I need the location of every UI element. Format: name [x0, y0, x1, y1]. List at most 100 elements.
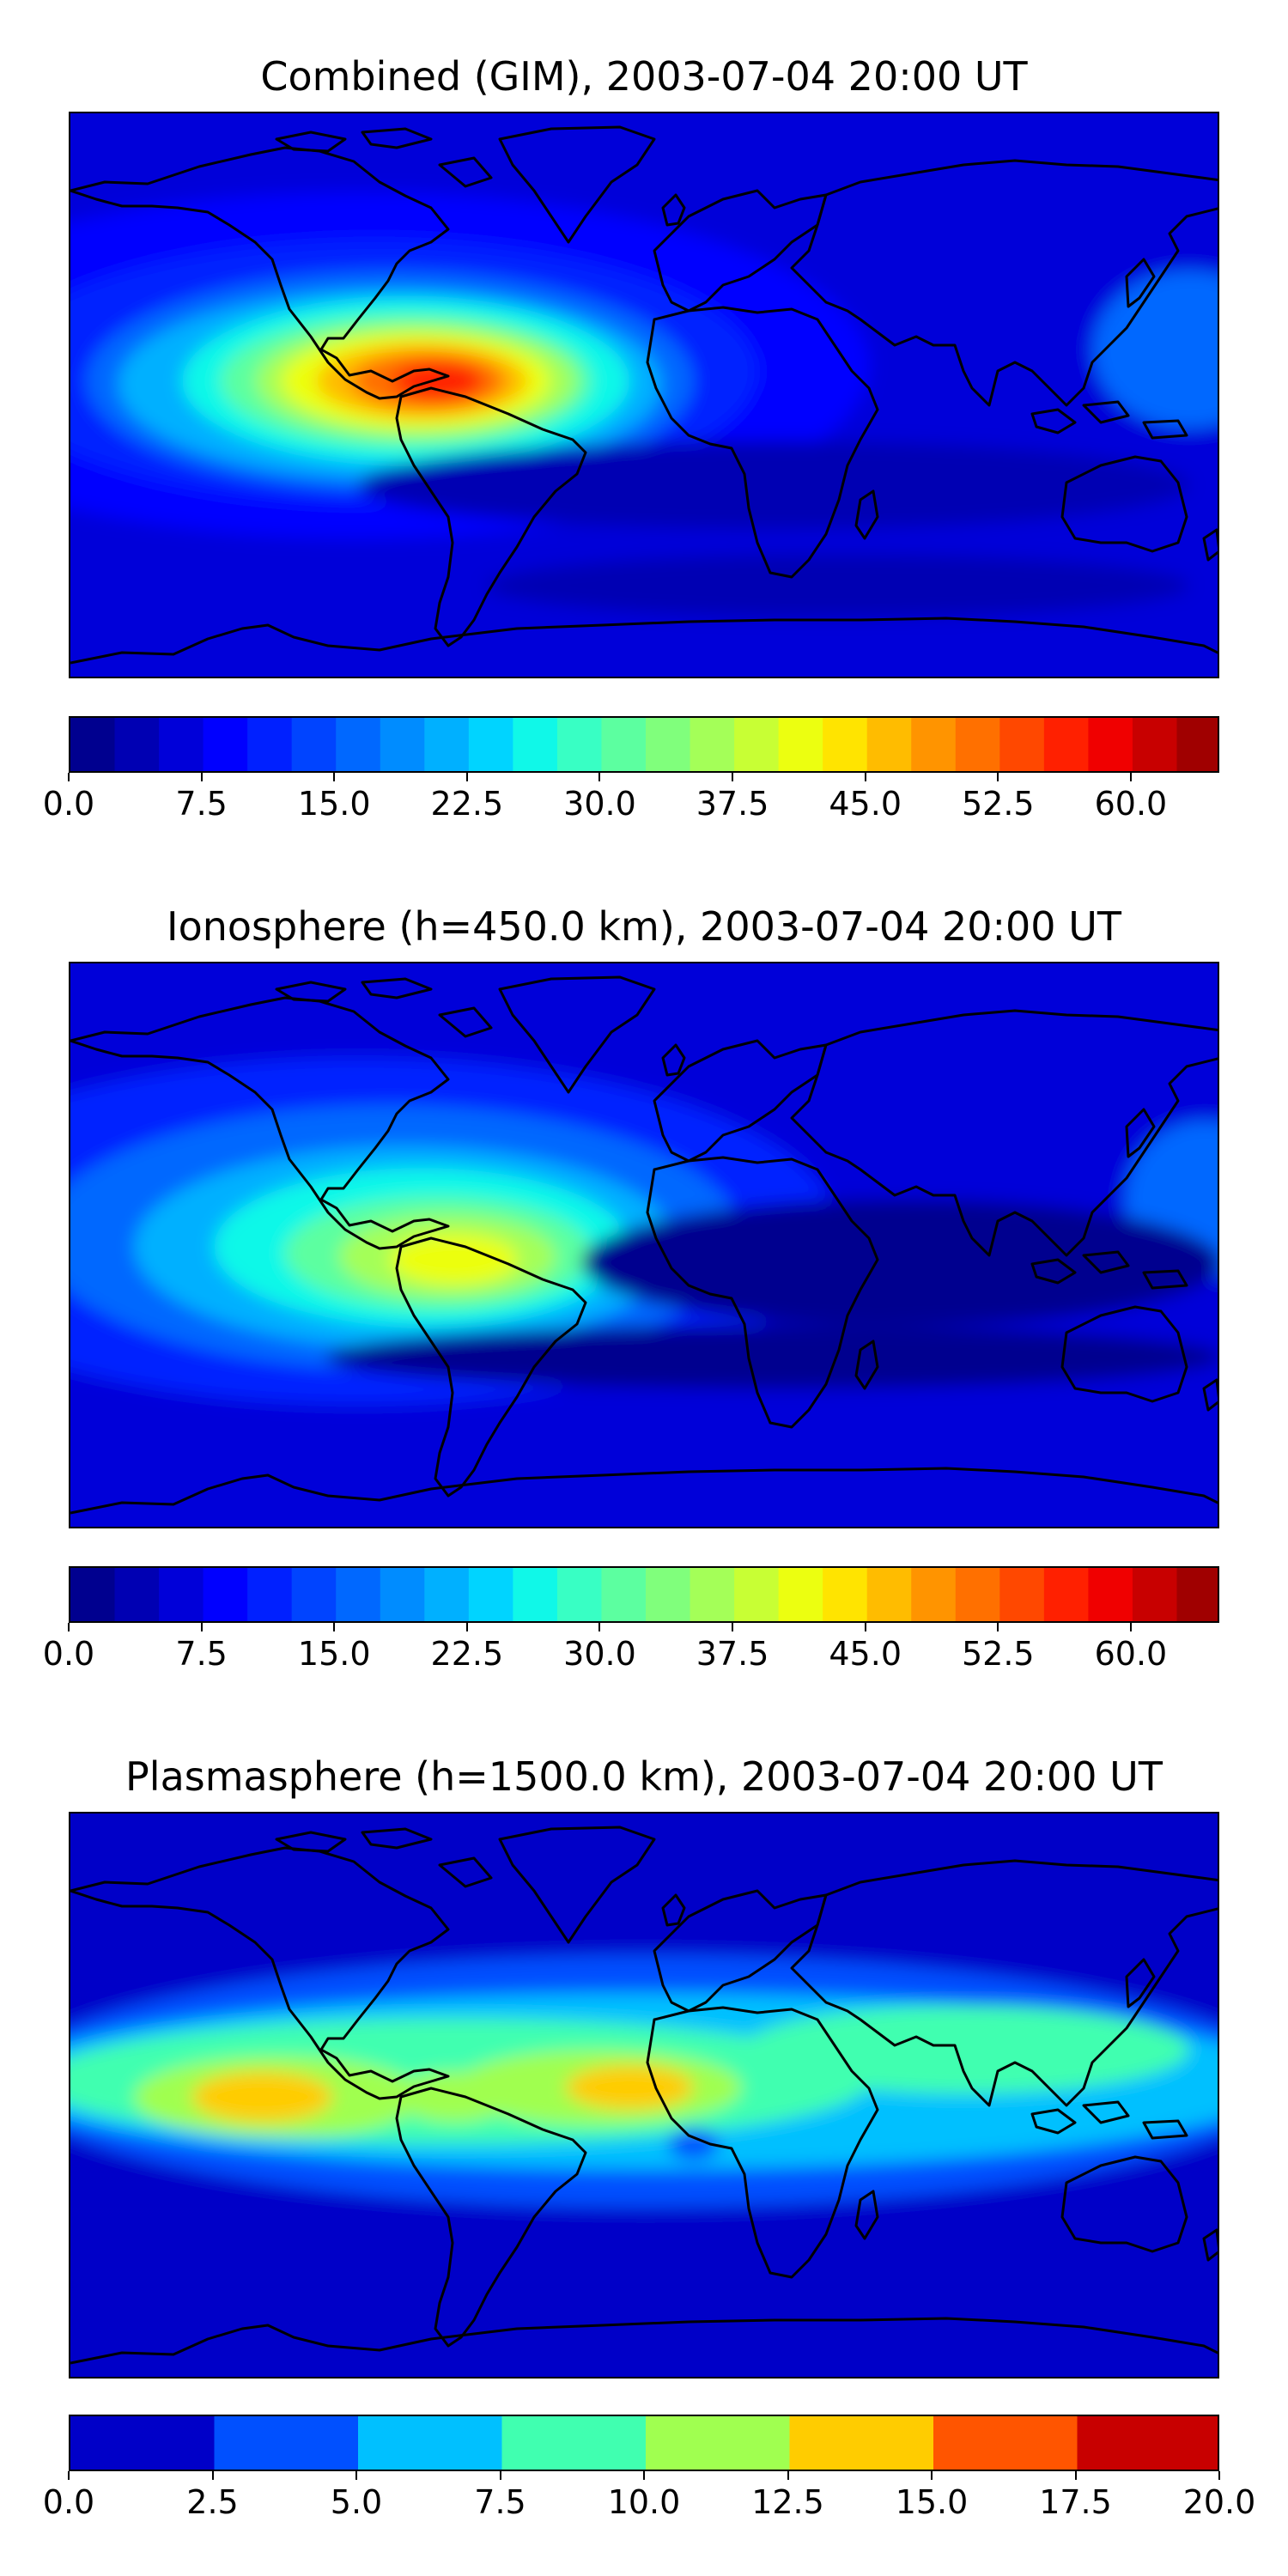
field-contour: [390, 1234, 519, 1285]
colorbar-tick: [355, 2471, 357, 2480]
colorbar-tick-label: 15.0: [297, 1635, 371, 1673]
field-contour: [191, 2071, 333, 2123]
colorbar-swatch: [999, 1568, 1045, 1621]
colorbar-tick: [864, 1623, 866, 1631]
heatmap-combined: [70, 113, 1218, 677]
colorbar-tick: [598, 773, 601, 781]
colorbar-tick-label: 30.0: [563, 1635, 636, 1673]
colorbar-tick: [68, 2471, 70, 2480]
colorbar-tick-label: 0.0: [42, 1635, 95, 1673]
colorbar-swatch: [866, 1568, 912, 1621]
colorbar-swatch: [114, 1568, 160, 1621]
colorbar-tick-label: 30.0: [563, 785, 636, 823]
colorbar-tick-label: 7.5: [175, 1635, 228, 1673]
colorbar-swatch: [247, 1568, 293, 1621]
colorbar-tick-label: 7.5: [175, 785, 228, 823]
colorbar-swatch: [556, 1568, 602, 1621]
field-contour: [1093, 270, 1218, 428]
colorbar-swatch: [513, 1568, 558, 1621]
field-contour: [396, 2071, 512, 2123]
colorbar-swatch: [159, 1568, 204, 1621]
colorbar-swatch: [1043, 1568, 1089, 1621]
colorbar-tick: [931, 2471, 933, 2480]
colorbar-tick: [499, 2471, 501, 2480]
colorbar-swatch: [955, 1568, 1000, 1621]
colorbar-tick: [200, 773, 203, 781]
colorbar-swatch: [911, 1568, 957, 1621]
colorbar-swatches-plasmasphere: [70, 2416, 1218, 2470]
colorbar-tick: [465, 1623, 468, 1631]
field-contour: [485, 554, 1189, 617]
colorbar-ticks-combined: 0.0 7.5 15.0 22.5 30.0 37.5 45.0 52.5 60.0: [43, 773, 1219, 824]
colorbar-tick-label: 45.0: [829, 1635, 902, 1673]
field-contour: [581, 1200, 1218, 1326]
colorbar-tick-label: 20.0: [1182, 2483, 1256, 2521]
colorbar-tick: [732, 773, 734, 781]
colorbar-tick-label: 10.0: [607, 2483, 681, 2521]
colorbar-swatch: [1077, 2416, 1218, 2470]
colorbar-swatch: [999, 718, 1045, 771]
colorbar-swatch: [1132, 718, 1177, 771]
colorbar-tick-label: 37.5: [696, 785, 769, 823]
colorbar-swatch: [778, 1568, 823, 1621]
colorbar-tick: [787, 2471, 789, 2480]
field-contour: [358, 440, 1189, 529]
colorbar-tick: [333, 773, 336, 781]
colorbar-tick-label: 0.0: [42, 785, 95, 823]
colorbar-swatch: [823, 718, 868, 771]
colorbar-swatch: [291, 1568, 337, 1621]
colorbar-swatch: [1132, 1568, 1177, 1621]
colorbar-ticks-plasmasphere: 0.0 2.5 5.0 7.5 10.0 12.5 15.0 17.5 20.0: [43, 2471, 1255, 2523]
map-title-combined: Combined (GIM), 2003-07-04 20:00 UT: [260, 53, 1028, 100]
map-combined: [69, 112, 1219, 678]
colorbar-tick-label: 15.0: [895, 2483, 969, 2521]
colorbar-swatch: [690, 1568, 735, 1621]
map-title-ionosphere: Ionosphere (h=450.0 km), 2003-07-04 20:0…: [167, 903, 1121, 950]
colorbar-ticks-ionosphere: 0.0 7.5 15.0 22.5 30.0 37.5 45.0 52.5 60.0: [43, 1623, 1219, 1674]
colorbar-swatch: [336, 1568, 381, 1621]
colorbar-tick-label: 22.5: [430, 1635, 504, 1673]
colorbar-swatch: [468, 1568, 513, 1621]
colorbar-tick: [643, 2471, 645, 2480]
colorbar-tick-label: 37.5: [696, 1635, 769, 1673]
colorbar-tick: [68, 773, 70, 781]
colorbar-tick-label: 60.0: [1094, 785, 1168, 823]
colorbar-tick: [211, 2471, 214, 2480]
colorbar-swatch: [291, 718, 337, 771]
colorbar-swatch: [601, 718, 647, 771]
colorbar-swatch: [468, 718, 513, 771]
colorbar-swatch: [866, 718, 912, 771]
colorbar-swatch: [556, 718, 602, 771]
colorbar-tick: [1218, 2471, 1220, 2480]
colorbar-swatches-combined: [70, 718, 1218, 771]
colorbar-swatch: [513, 718, 558, 771]
colorbar-tick: [1129, 773, 1132, 781]
colorbar-swatches-ionosphere: [70, 1568, 1218, 1621]
colorbar-swatch: [336, 718, 381, 771]
colorbar-swatch: [955, 718, 1000, 771]
colorbar-plasmasphere: [69, 2415, 1219, 2471]
field-contour: [325, 1325, 1218, 1388]
colorbar-swatch: [778, 718, 823, 771]
colorbar-ionosphere: [69, 1566, 1219, 1623]
colorbar-tick: [864, 773, 866, 781]
colorbar-tick-label: 60.0: [1094, 1635, 1168, 1673]
colorbar-swatch: [1043, 718, 1089, 771]
colorbar-swatch: [70, 1568, 116, 1621]
colorbar-tick-label: 45.0: [829, 785, 902, 823]
colorbar-swatch: [203, 718, 248, 771]
colorbar-swatch: [424, 718, 470, 771]
colorbar-tick: [997, 773, 999, 781]
colorbar-tick-label: 15.0: [297, 785, 371, 823]
colorbar-swatch: [380, 718, 425, 771]
colorbar-swatch: [424, 1568, 470, 1621]
colorbar-swatch: [380, 1568, 425, 1621]
field-contour: [565, 2065, 694, 2110]
colorbar-tick: [1129, 1623, 1132, 1631]
colorbar-tick-label: 52.5: [961, 1635, 1035, 1673]
colorbar-swatch: [933, 2416, 1078, 2470]
colorbar-swatch: [358, 2416, 502, 2470]
map-plasmasphere: [69, 1812, 1219, 2379]
colorbar-tick-label: 5.0: [330, 2483, 383, 2521]
colorbar-swatch: [601, 1568, 647, 1621]
